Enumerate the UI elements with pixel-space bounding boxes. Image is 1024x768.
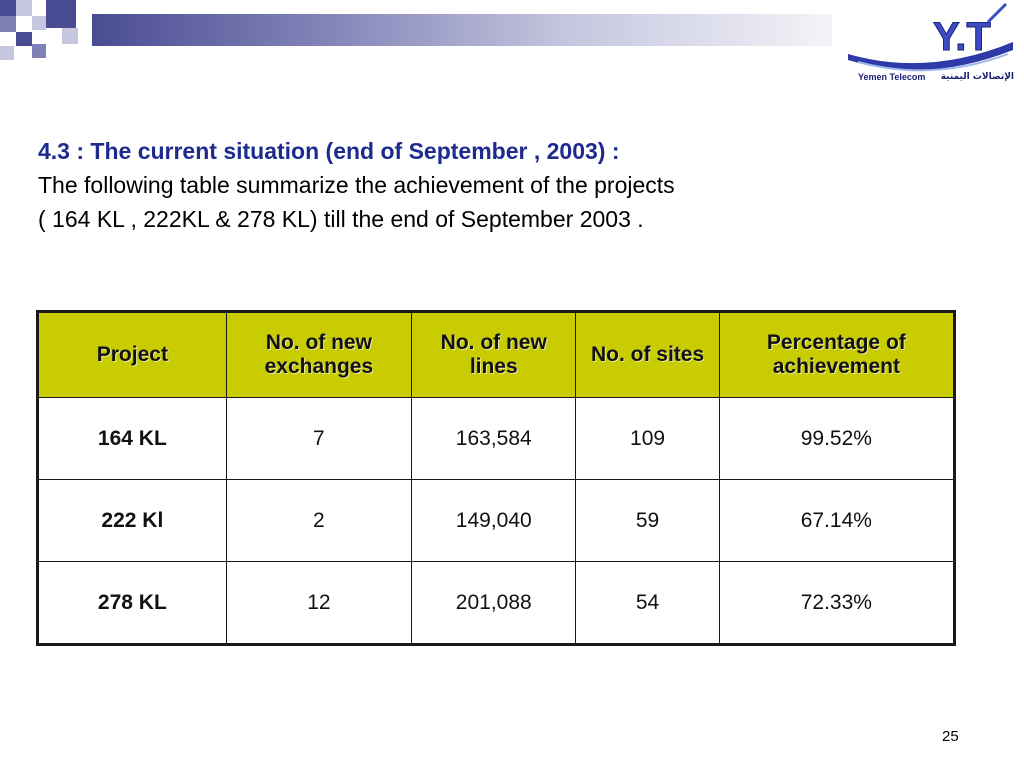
table-row: 164 KL 7 163,584 109 99.52% bbox=[37, 397, 956, 480]
deco-square bbox=[16, 32, 32, 46]
cell-lines: 163,584 bbox=[411, 397, 577, 480]
deco-square bbox=[0, 46, 14, 60]
deco-square bbox=[32, 44, 46, 58]
logo-company-english: Yemen Telecom bbox=[858, 72, 926, 82]
deco-square bbox=[0, 16, 16, 32]
header-lines: No. of new lines bbox=[411, 311, 577, 398]
company-logo: Y.T bbox=[838, 2, 1018, 92]
cell-sites: 109 bbox=[575, 397, 720, 480]
achievement-table: Project No. of new exchanges No. of new … bbox=[36, 310, 956, 646]
logo-mark-text: Y.T bbox=[933, 15, 991, 59]
section-heading: 4.3 : The current situation (end of Sept… bbox=[38, 138, 620, 164]
header-project: Project bbox=[37, 311, 227, 398]
cell-percentage: 99.52% bbox=[718, 397, 956, 480]
cell-lines: 201,088 bbox=[411, 561, 577, 645]
header-decoration bbox=[0, 0, 1024, 80]
logo-caption: Yemen Telecom الإتصالات اليمنية bbox=[858, 72, 1018, 86]
cell-exchanges: 12 bbox=[225, 561, 413, 645]
deco-square bbox=[46, 0, 76, 28]
table-header-row: Project No. of new exchanges No. of new … bbox=[37, 311, 956, 398]
cell-project: 164 KL bbox=[37, 397, 227, 480]
deco-square bbox=[16, 0, 32, 16]
table-row: 278 KL 12 201,088 54 72.33% bbox=[37, 561, 956, 645]
header-exchanges: No. of new exchanges bbox=[225, 311, 413, 398]
cell-percentage: 72.33% bbox=[718, 561, 956, 645]
header-percentage: Percentage of achievement bbox=[718, 311, 956, 398]
deco-square bbox=[0, 0, 16, 16]
cell-percentage: 67.14% bbox=[718, 479, 956, 562]
cell-project: 278 KL bbox=[37, 561, 227, 645]
logo-graphic: Y.T bbox=[848, 2, 1013, 72]
cell-exchanges: 7 bbox=[225, 397, 413, 480]
table-row: 222 Kl 2 149,040 59 67.14% bbox=[37, 479, 956, 562]
logo-company-arabic: الإتصالات اليمنية bbox=[940, 72, 1014, 82]
cell-lines: 149,040 bbox=[411, 479, 577, 562]
body-line-1: The following table summarize the achiev… bbox=[38, 172, 675, 198]
cell-sites: 59 bbox=[575, 479, 720, 562]
cell-exchanges: 2 bbox=[225, 479, 413, 562]
slide-text: 4.3 : The current situation (end of Sept… bbox=[38, 134, 938, 236]
header-gradient-band bbox=[92, 14, 832, 46]
body-line-2: ( 164 KL , 222KL & 278 KL) till the end … bbox=[38, 206, 644, 232]
cell-sites: 54 bbox=[575, 561, 720, 645]
page-number: 25 bbox=[942, 728, 959, 745]
header-sites: No. of sites bbox=[575, 311, 720, 398]
cell-project: 222 Kl bbox=[37, 479, 227, 562]
deco-square bbox=[32, 16, 46, 30]
deco-square bbox=[62, 28, 78, 44]
